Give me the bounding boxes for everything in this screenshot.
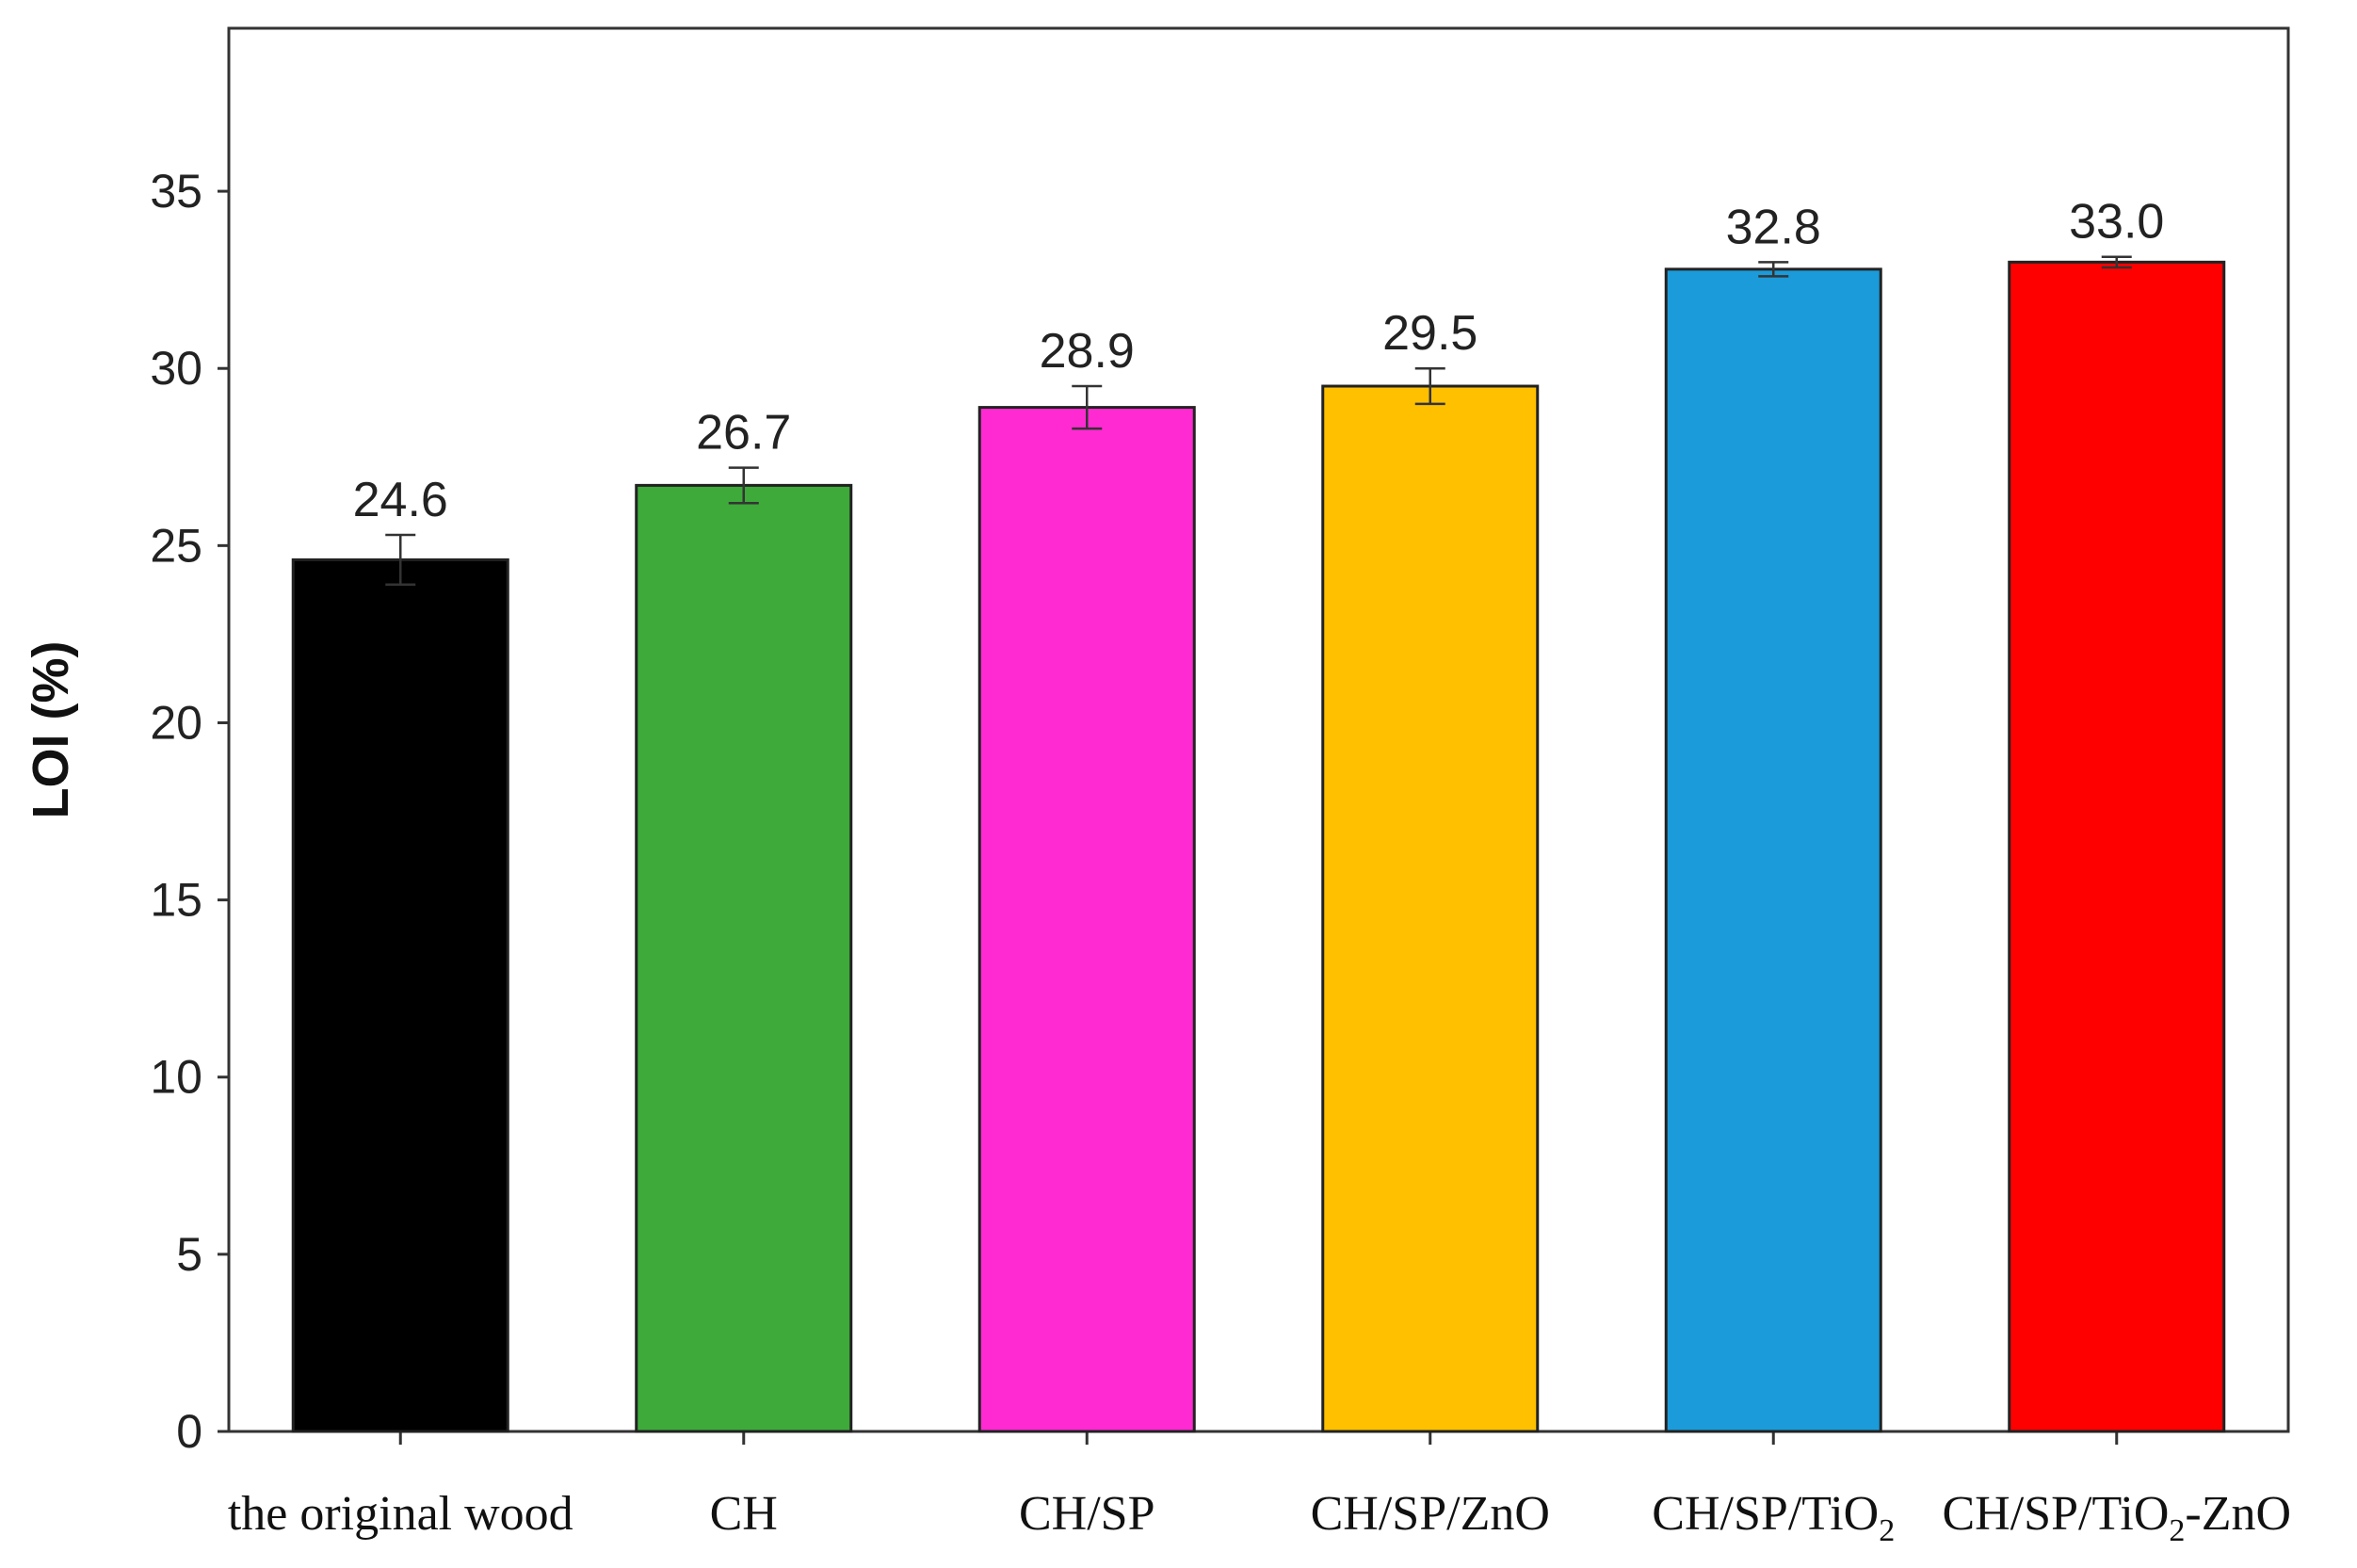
category-label-text: CH/SP [1019, 1487, 1155, 1541]
category-label-text: CH/SP/TiO [1652, 1487, 1879, 1541]
category-label-subscript: 2 [2169, 1513, 2185, 1548]
value-label: 32.8 [1726, 200, 1821, 254]
y-tick-label: 30 [150, 342, 202, 395]
value-label: 28.9 [1040, 324, 1135, 379]
bar [1664, 267, 1882, 1433]
category-label-text: CH [710, 1487, 778, 1541]
category-label: CH/SP/ZnO [1311, 1487, 1550, 1541]
y-tick-label: 35 [150, 165, 202, 218]
category-label: CH [710, 1487, 778, 1541]
y-axis-title: LOI (%) [23, 641, 79, 819]
y-tick-label: 5 [176, 1228, 202, 1281]
value-label: 24.6 [353, 473, 448, 527]
category-label: CH/SP/TiO2-ZnO [1942, 1487, 2291, 1548]
value-label: 33.0 [2069, 195, 2164, 250]
category-label: CH/SP [1019, 1487, 1155, 1541]
bar [2008, 260, 2226, 1433]
y-tick-label: 10 [150, 1051, 202, 1104]
bar [291, 558, 509, 1433]
y-axis: 0 5 10 15 20 25 30 35 [150, 165, 229, 1458]
category-label-text: CH/SP/TiO [1942, 1487, 2169, 1541]
y-tick-label: 20 [150, 696, 202, 749]
bar [635, 483, 853, 1433]
y-tick-label: 15 [150, 874, 202, 927]
value-label: 26.7 [696, 406, 791, 461]
category-label-text: CH/SP/ZnO [1311, 1487, 1550, 1541]
plot-frame [227, 26, 2290, 1433]
category-label-subscript: 2 [1879, 1513, 1895, 1548]
category-labels-group: the original wood CH CH/SP CH/SP/ZnO CH/SP/T… [228, 1487, 2291, 1548]
category-label: CH/SP/TiO2 [1652, 1487, 1895, 1548]
bar [977, 406, 1196, 1433]
category-label: the original wood [228, 1487, 573, 1541]
y-tick-label: 25 [150, 519, 202, 572]
value-label: 29.5 [1382, 306, 1477, 361]
bar [1321, 384, 1540, 1433]
error-bars-group [385, 255, 2132, 586]
value-labels-group: 24.6 26.7 28.9 29.5 32.8 33.0 [353, 195, 2165, 527]
category-label-text: the original wood [228, 1487, 573, 1541]
category-label-suffix: -ZnO [2185, 1487, 2291, 1541]
y-tick-label: 0 [176, 1405, 202, 1458]
x-axis [398, 1431, 2119, 1445]
bars-group [291, 260, 2226, 1433]
